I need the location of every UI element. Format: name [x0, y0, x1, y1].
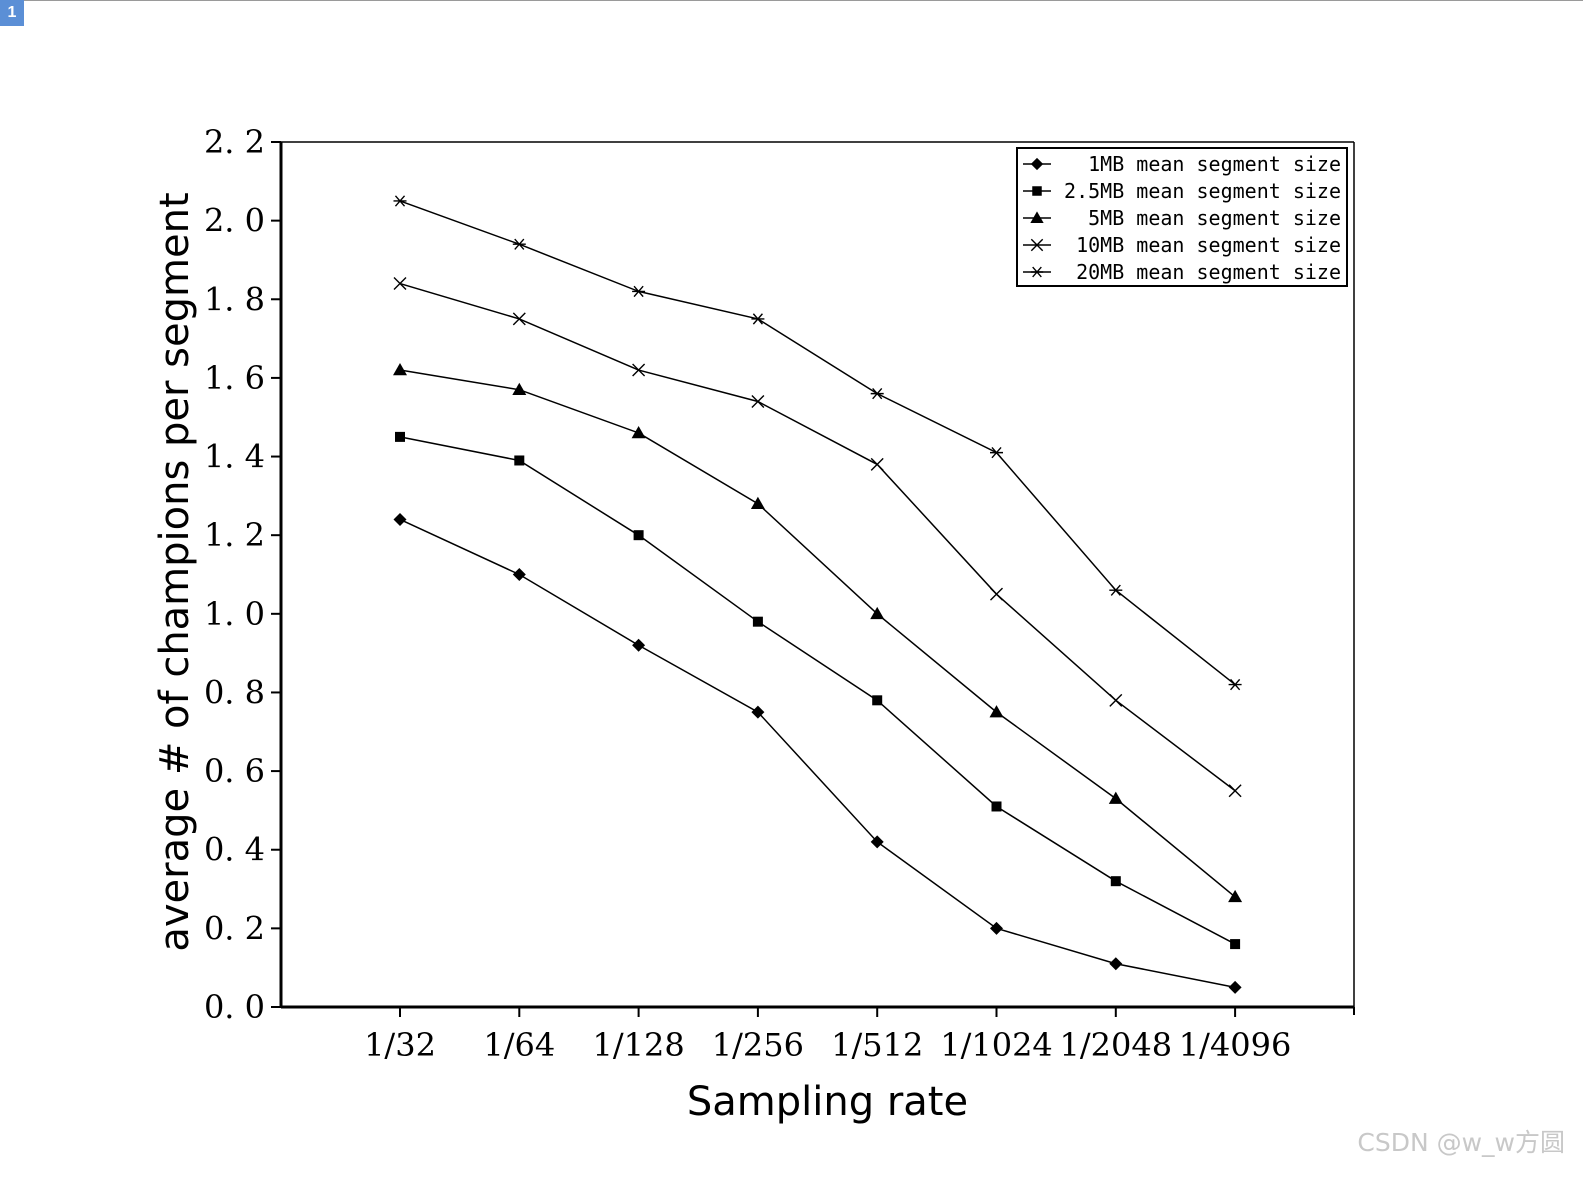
data-point-s4-5	[870, 457, 884, 471]
y-tick-label: 2. 0	[204, 202, 265, 240]
series-line-1	[399, 518, 1236, 989]
data-point-s4-1	[393, 277, 407, 291]
legend: 1MB mean segment size 2.5MB mean segment …	[1016, 147, 1348, 287]
data-point-s2-6	[991, 801, 1002, 812]
x-axis-title: Sampling rate	[687, 1079, 968, 1125]
data-point-s2-2	[514, 455, 525, 466]
legend-label-1: 1MB mean segment size	[1088, 152, 1341, 176]
data-point-s3-8	[1228, 889, 1243, 903]
data-point-s4-3	[632, 363, 646, 377]
legend-marker-1	[1030, 157, 1044, 171]
data-point-s2-3	[633, 530, 644, 541]
x-tick-label: 1/32	[364, 1026, 436, 1064]
data-point-s2-4	[752, 616, 763, 627]
x-tick-label: 1/1024	[940, 1026, 1053, 1064]
y-tick-label: 0. 0	[204, 988, 265, 1026]
data-point-s4-8	[1228, 784, 1242, 798]
data-point-s3-1	[393, 363, 407, 376]
data-point-s1-4	[751, 705, 765, 719]
y-tick-label: 2. 2	[204, 123, 265, 161]
y-tick-label: 0. 2	[204, 909, 265, 947]
data-point-s1-6	[990, 921, 1003, 935]
data-point-s2-8	[1230, 939, 1241, 950]
series-line-4	[399, 282, 1236, 792]
x-tick-label: 1/4096	[1179, 1026, 1292, 1064]
page-number-badge: 1	[0, 0, 24, 26]
data-point-s5-3	[632, 285, 646, 298]
data-point-s1-3	[632, 638, 646, 652]
data-point-s1-7	[1109, 957, 1123, 971]
legend-label-3: 5MB mean segment size	[1088, 206, 1341, 230]
data-point-s3-7	[1108, 791, 1123, 804]
legend-label-4: 10MB mean segment size	[1076, 233, 1341, 257]
legend-label-2: 2.5MB mean segment size	[1064, 179, 1341, 203]
legend-marker-2	[1032, 186, 1042, 196]
watermark: CSDN @w_w方圆	[1357, 1128, 1565, 1157]
data-point-s3-5	[870, 606, 885, 620]
top-rule	[0, 0, 1583, 1]
data-point-s2-5	[872, 695, 883, 706]
legend-marker-4	[1030, 238, 1044, 252]
data-point-s4-7	[1109, 693, 1123, 707]
y-tick-label: 1. 4	[204, 438, 265, 476]
data-point-s1-1	[393, 512, 407, 526]
y-tick-label: 1. 8	[204, 280, 265, 318]
series-line-5	[399, 200, 1236, 686]
y-axis-title: average # of champions per segment	[152, 192, 198, 951]
data-point-s2-7	[1110, 876, 1121, 887]
data-point-s5-6	[990, 446, 1003, 459]
y-tick-label: 0. 4	[204, 831, 265, 869]
legend-marker-5	[1030, 266, 1044, 278]
series-markers	[393, 195, 1243, 994]
data-point-s5-8	[1228, 678, 1242, 691]
series-line-2	[399, 436, 1236, 945]
legend-marker-3	[1030, 211, 1044, 223]
data-point-s1-2	[512, 568, 526, 581]
y-tick-label: 1. 6	[204, 359, 265, 397]
data-point-s3-6	[989, 705, 1004, 718]
data-point-s4-6	[990, 587, 1003, 601]
y-tick-label: 0. 8	[204, 673, 265, 711]
data-point-s5-4	[751, 313, 765, 325]
y-tick-label: 1. 2	[204, 516, 265, 554]
series-line-3	[399, 369, 1236, 898]
legend-box	[1016, 147, 1348, 287]
series-lines	[399, 200, 1236, 989]
x-tick-label: 1/128	[592, 1026, 684, 1064]
legend-label-5: 20MB mean segment size	[1076, 260, 1341, 284]
data-point-s3-3	[631, 425, 646, 439]
data-point-s1-5	[870, 835, 884, 849]
data-point-s1-8	[1228, 980, 1242, 994]
x-tick-label: 1/2048	[1060, 1026, 1173, 1064]
y-axis-ticks: 0. 0 0. 2 0. 4 0. 6 0. 8 1. 0 1. 2 1. 4 1. 6 1. 8…	[204, 123, 281, 1026]
data-point-s5-5	[870, 387, 884, 400]
data-point-s4-2	[512, 312, 526, 326]
y-tick-label: 1. 0	[204, 595, 265, 633]
data-point-s3-4	[750, 496, 765, 509]
data-point-s3-2	[512, 382, 527, 395]
x-tick-label: 1/256	[712, 1026, 804, 1064]
data-point-s5-7	[1109, 584, 1123, 596]
x-tick-label: 1/64	[483, 1026, 555, 1064]
data-point-s4-4	[751, 395, 765, 408]
data-point-s2-1	[395, 431, 405, 442]
y-tick-label: 0. 6	[204, 752, 265, 790]
data-point-s5-2	[512, 238, 526, 250]
plot-frame	[279, 141, 1355, 1009]
data-point-s5-1	[393, 195, 407, 207]
x-tick-label: 1/512	[831, 1026, 923, 1064]
x-axis-ticks: 1/32 1/64 1/128 1/256 1/512 1/1024 1/2048 1/409…	[364, 1007, 1355, 1064]
